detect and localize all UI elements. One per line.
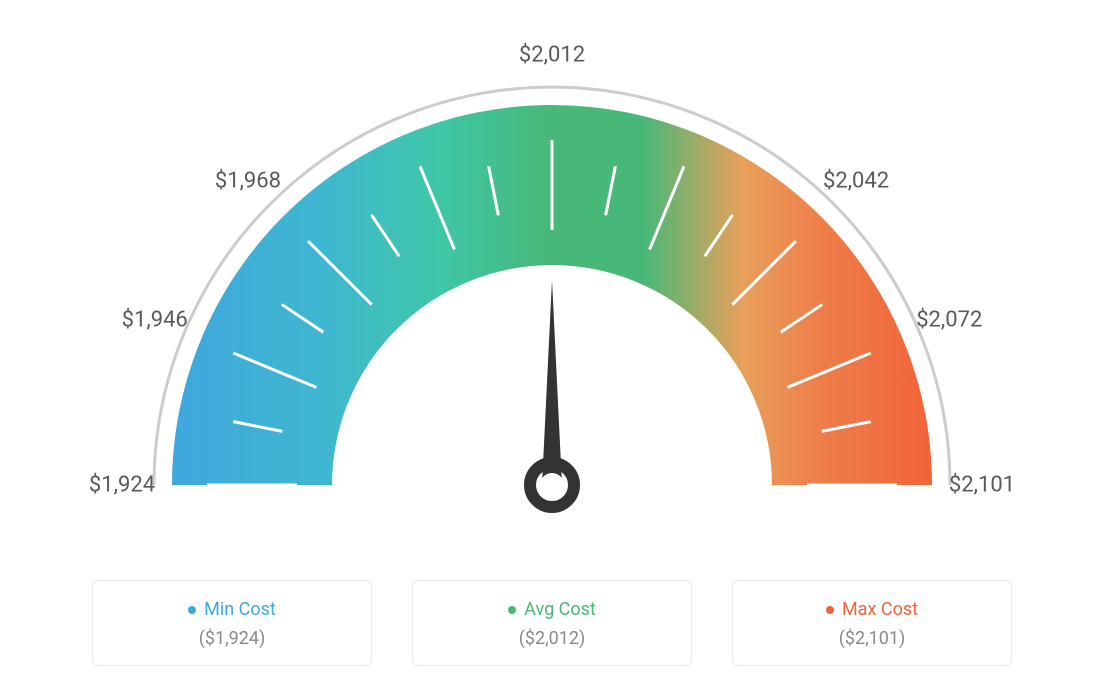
legend-row: Min Cost ($1,924) Avg Cost ($2,012) Max … bbox=[20, 580, 1084, 666]
gauge-tick-label: $1,946 bbox=[122, 308, 188, 333]
gauge-container: $1,924 $1,946 $1,968 $2,012 $2,042 $2,072 $2,1… bbox=[20, 20, 1084, 560]
gauge-chart bbox=[20, 20, 1084, 540]
legend-max-value: ($2,101) bbox=[753, 628, 991, 649]
gauge-tick-label: $1,924 bbox=[89, 473, 155, 498]
legend-card-avg: Avg Cost ($2,012) bbox=[412, 580, 692, 666]
legend-min-title: Min Cost bbox=[113, 599, 351, 620]
legend-max-label: Max Cost bbox=[842, 599, 918, 620]
legend-min-label: Min Cost bbox=[204, 599, 276, 620]
legend-min-dot bbox=[188, 606, 196, 614]
gauge-tick-label: $2,042 bbox=[823, 168, 889, 193]
legend-card-min: Min Cost ($1,924) bbox=[92, 580, 372, 666]
legend-max-title: Max Cost bbox=[753, 599, 991, 620]
gauge-tick-label: $1,968 bbox=[215, 168, 281, 193]
gauge-tick-label: $2,012 bbox=[519, 43, 585, 68]
gauge-needle bbox=[542, 280, 562, 485]
legend-avg-title: Avg Cost bbox=[433, 599, 671, 620]
legend-avg-dot bbox=[508, 606, 516, 614]
legend-card-max: Max Cost ($2,101) bbox=[732, 580, 1012, 666]
legend-avg-value: ($2,012) bbox=[433, 628, 671, 649]
legend-avg-label: Avg Cost bbox=[524, 599, 596, 620]
gauge-tick-label: $2,101 bbox=[949, 473, 1015, 498]
legend-min-value: ($1,924) bbox=[113, 628, 351, 649]
gauge-needle-hub-inner bbox=[540, 473, 564, 497]
legend-max-dot bbox=[826, 606, 834, 614]
gauge-tick-label: $2,072 bbox=[916, 308, 982, 333]
